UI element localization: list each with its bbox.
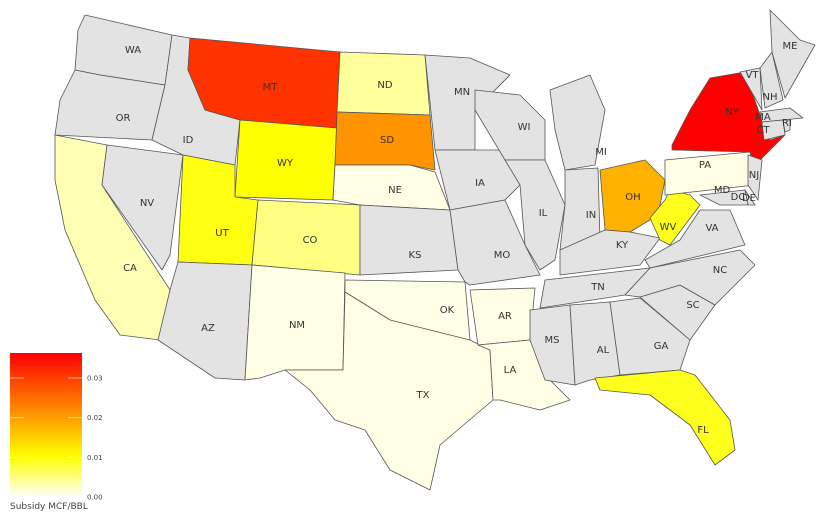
state-vt[interactable]	[739, 67, 763, 111]
legend-title: Subsidy MCF/BBL	[10, 502, 88, 512]
state-mi[interactable]	[549, 74, 606, 171]
state-ny[interactable]	[671, 71, 786, 166]
state-label-de: DE	[742, 193, 756, 204]
state-ma[interactable]	[759, 107, 804, 123]
state-il[interactable]	[504, 159, 566, 271]
state-sd[interactable]	[334, 111, 436, 171]
state-label-mt: MT	[263, 82, 279, 93]
state-wi[interactable]	[474, 89, 546, 161]
state-label-nv: NV	[140, 198, 154, 209]
state-label-ri: RI	[782, 118, 792, 129]
state-me[interactable]	[769, 9, 816, 99]
state-ia[interactable]	[434, 149, 521, 211]
states-layer	[54, 9, 816, 491]
state-label-ct: CT	[756, 125, 770, 136]
state-label-me: ME	[783, 41, 798, 52]
state-pa[interactable]	[664, 151, 756, 196]
state-label-ne: NE	[388, 185, 402, 196]
state-label-wa: WA	[125, 45, 141, 56]
legend-tick-label: 0.02	[87, 414, 103, 422]
state-label-tx: TX	[416, 390, 430, 401]
state-md[interactable]	[699, 189, 749, 206]
state-label-in: IN	[586, 210, 596, 221]
state-ms[interactable]	[529, 304, 576, 386]
state-label-md: MD	[714, 185, 731, 196]
state-label-va: VA	[705, 223, 718, 234]
state-label-sd: SD	[380, 135, 394, 146]
state-label-vt: VT	[746, 70, 760, 81]
state-label-dc: DC	[731, 192, 746, 203]
state-label-ms: MS	[545, 335, 560, 346]
state-label-nh: NH	[763, 92, 778, 103]
state-ks[interactable]	[359, 204, 459, 276]
state-label-pa: PA	[699, 160, 711, 171]
state-label-ks: KS	[409, 250, 422, 261]
state-ct[interactable]	[761, 119, 786, 141]
state-nc[interactable]	[624, 249, 756, 306]
state-label-co: CO	[303, 235, 318, 246]
state-label-il: IL	[539, 208, 548, 219]
legend-colorbar	[10, 353, 82, 497]
state-label-nm: NM	[289, 320, 305, 331]
state-label-or: OR	[116, 113, 131, 124]
state-label-wy: WY	[277, 158, 294, 169]
state-label-nd: ND	[377, 80, 392, 91]
state-label-ca: CA	[123, 263, 137, 274]
state-label-oh: OH	[625, 192, 640, 203]
state-label-ut: UT	[215, 228, 229, 239]
state-labels-layer: WA OR CA NV ID MT WY UT CO AZ NM ND SD NE KS OK TX MN IA MO…	[116, 41, 798, 436]
state-label-id: ID	[183, 135, 194, 146]
legend-tick-label: 0.00	[87, 494, 103, 502]
state-az[interactable]	[157, 261, 253, 381]
state-va[interactable]	[644, 209, 746, 269]
state-label-ma: MA	[755, 112, 771, 123]
state-label-sc: SC	[686, 300, 699, 311]
state-fl[interactable]	[594, 369, 736, 466]
state-label-al: AL	[597, 345, 610, 356]
state-label-tn: TN	[590, 282, 605, 293]
state-nj[interactable]	[747, 154, 763, 201]
state-ga[interactable]	[609, 297, 691, 376]
state-label-fl: FL	[697, 425, 709, 436]
state-nv[interactable]	[101, 144, 184, 271]
state-label-ny: NY	[725, 107, 739, 118]
state-ri[interactable]	[782, 119, 791, 133]
state-label-mi: MI	[595, 147, 607, 158]
state-label-ia: IA	[475, 178, 485, 189]
legend-tick-label: 0.01	[87, 454, 103, 462]
state-wv[interactable]	[649, 189, 701, 246]
state-label-wv: WV	[660, 222, 677, 233]
legend-tick-label: 0.03	[87, 374, 103, 382]
state-label-mo: MO	[494, 250, 511, 261]
state-label-az: AZ	[201, 323, 215, 334]
state-label-ar: AR	[498, 311, 512, 322]
state-label-mn: MN	[454, 87, 470, 98]
color-legend: 0.00 0.01 0.02 0.03 Subsidy MCF/BBL	[10, 353, 103, 512]
state-label-ky: KY	[616, 240, 629, 251]
state-label-ga: GA	[654, 341, 669, 352]
state-label-wi: WI	[518, 122, 531, 133]
state-mo[interactable]	[449, 199, 541, 286]
state-tx[interactable]	[284, 291, 494, 491]
state-nh[interactable]	[759, 51, 784, 109]
state-label-nc: NC	[713, 265, 727, 276]
state-label-nj: NJ	[749, 170, 759, 181]
state-label-ok: OK	[440, 305, 455, 316]
state-label-la: LA	[504, 365, 517, 376]
